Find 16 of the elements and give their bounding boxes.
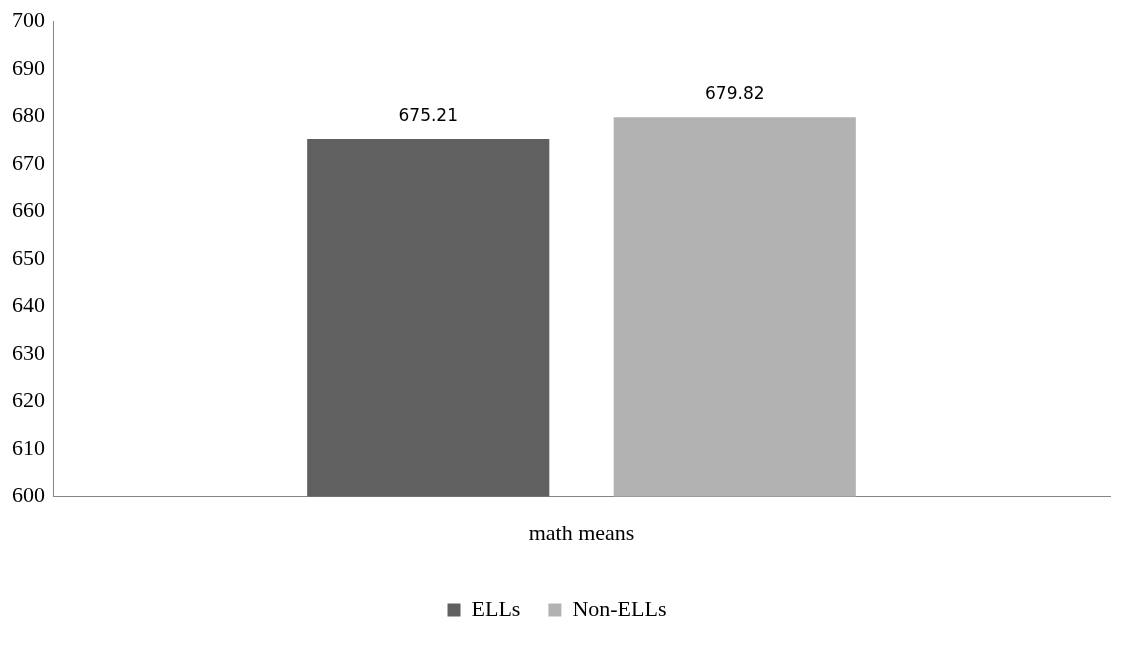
y-tick-label: 690 [12, 54, 45, 80]
y-tick-label: 600 [12, 482, 45, 508]
y-tick-label: 660 [12, 197, 45, 223]
data-label: 675.21 [398, 104, 458, 125]
y-tick-label: 630 [12, 339, 45, 365]
legend-label: Non-ELLs [572, 595, 667, 621]
y-tick-label: 610 [12, 434, 45, 460]
x-tick-label: math means [528, 519, 635, 545]
legend-label: ELLs [471, 595, 521, 621]
y-tick-label: 670 [12, 149, 45, 175]
y-tick-label: 680 [12, 102, 45, 128]
y-tick-label: 700 [12, 6, 45, 32]
y-tick-label: 640 [12, 292, 45, 318]
y-tick-label: 620 [12, 387, 45, 413]
y-tick-label: 650 [12, 244, 45, 270]
data-label: 679.82 [705, 83, 765, 104]
